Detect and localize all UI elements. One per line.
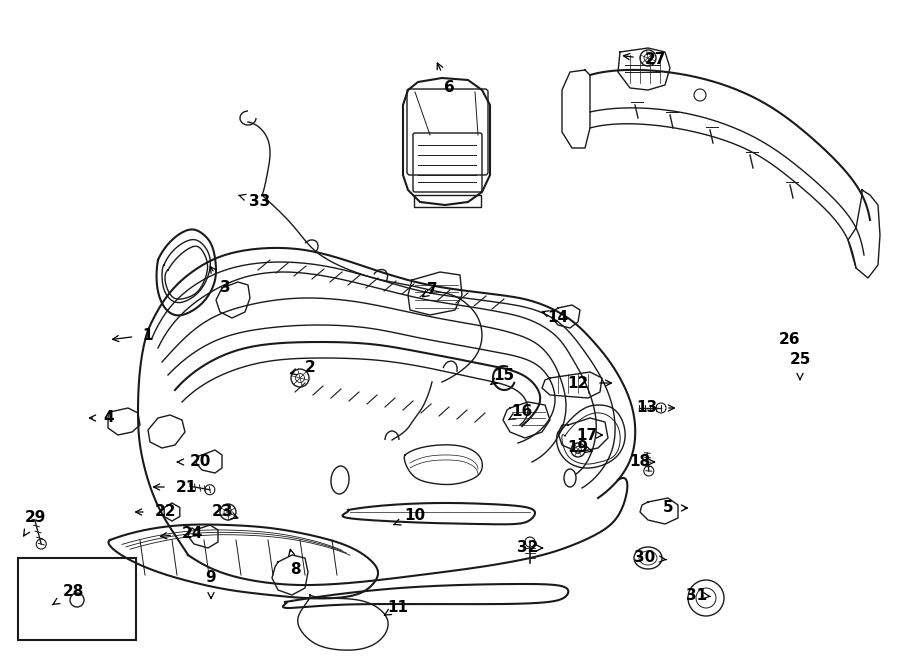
Text: 12: 12 — [567, 375, 611, 391]
Polygon shape — [148, 415, 185, 448]
Polygon shape — [108, 408, 140, 435]
Text: 30: 30 — [634, 551, 667, 566]
Polygon shape — [196, 450, 222, 473]
Polygon shape — [343, 503, 535, 524]
Polygon shape — [640, 498, 678, 524]
Text: 31: 31 — [687, 588, 710, 602]
Text: 27: 27 — [624, 52, 666, 67]
Text: 8: 8 — [289, 549, 301, 578]
Text: 15: 15 — [491, 368, 515, 385]
Polygon shape — [157, 229, 216, 315]
Text: 21: 21 — [154, 479, 196, 494]
Polygon shape — [542, 372, 602, 398]
Text: 2: 2 — [291, 360, 315, 375]
Polygon shape — [404, 445, 482, 485]
Polygon shape — [408, 272, 462, 315]
Text: 9: 9 — [206, 570, 216, 599]
Text: 25: 25 — [789, 352, 811, 379]
Polygon shape — [109, 525, 378, 598]
Polygon shape — [556, 405, 626, 468]
Text: 6: 6 — [437, 63, 454, 95]
Polygon shape — [403, 78, 490, 205]
Polygon shape — [503, 402, 550, 438]
Polygon shape — [562, 70, 590, 148]
Text: 24: 24 — [160, 525, 202, 541]
Text: 17: 17 — [576, 428, 602, 442]
Polygon shape — [298, 595, 388, 650]
Text: 20: 20 — [177, 455, 211, 469]
Text: 26: 26 — [779, 332, 801, 348]
Text: 16: 16 — [508, 405, 533, 420]
Polygon shape — [188, 525, 218, 548]
Polygon shape — [216, 282, 250, 318]
Polygon shape — [618, 48, 670, 90]
Polygon shape — [552, 305, 580, 328]
Text: 1: 1 — [112, 327, 153, 342]
Ellipse shape — [634, 547, 662, 569]
Polygon shape — [272, 555, 308, 595]
Text: 19: 19 — [567, 440, 592, 455]
FancyBboxPatch shape — [18, 558, 136, 640]
Text: 7: 7 — [422, 282, 437, 297]
Polygon shape — [558, 418, 608, 452]
Text: 4: 4 — [90, 410, 114, 426]
Text: 33: 33 — [238, 194, 271, 210]
Polygon shape — [848, 190, 880, 278]
Polygon shape — [283, 584, 568, 608]
Text: 28: 28 — [52, 584, 84, 605]
Text: 23: 23 — [212, 504, 238, 520]
Ellipse shape — [639, 551, 657, 565]
Text: 5: 5 — [662, 500, 688, 516]
Text: 32: 32 — [518, 541, 543, 555]
Text: 11: 11 — [384, 600, 409, 615]
Text: 13: 13 — [636, 401, 674, 416]
Text: 18: 18 — [629, 455, 654, 469]
Text: 22: 22 — [136, 504, 176, 520]
Text: 3: 3 — [211, 266, 230, 295]
Text: 10: 10 — [394, 508, 426, 525]
Text: 29: 29 — [23, 510, 46, 536]
Text: 14: 14 — [543, 309, 569, 325]
